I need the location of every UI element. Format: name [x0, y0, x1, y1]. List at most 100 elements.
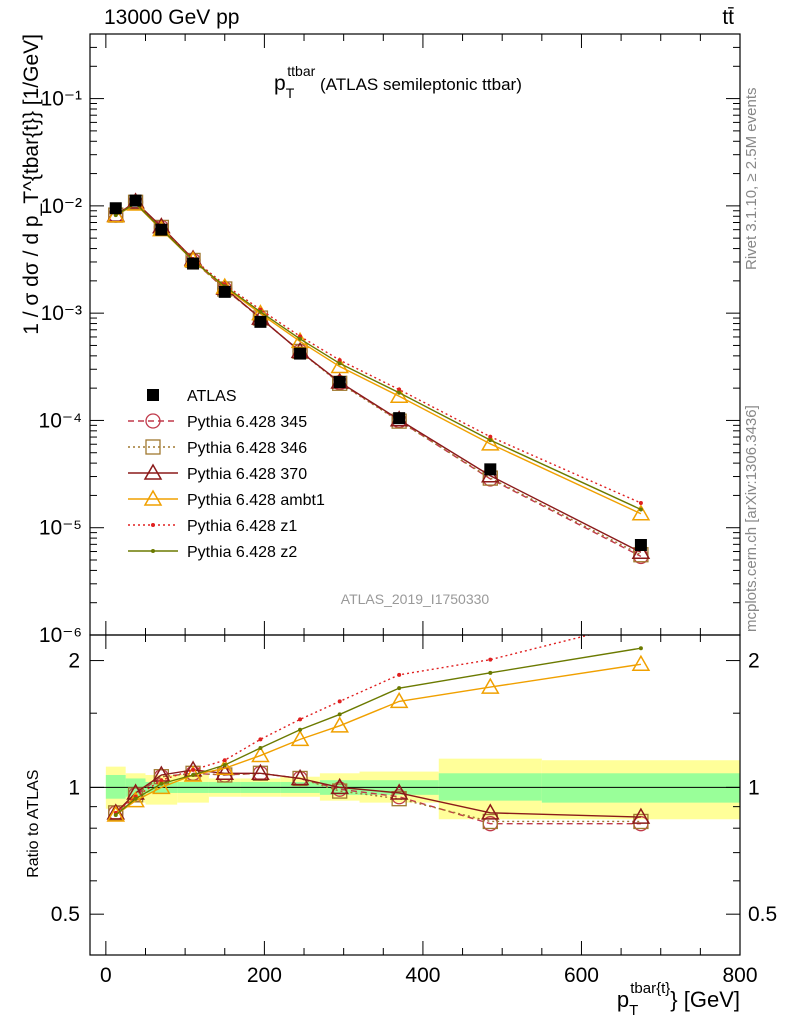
analysis-watermark: ATLAS_2019_I1750330: [341, 591, 490, 607]
upper-y-axis-label: 1 / σ dσ / d p_T^{tbar{t}} [1/GeV]: [20, 34, 43, 335]
point-atlas-1: [129, 194, 142, 207]
process-label: 13000 GeV pp: [104, 6, 240, 29]
ratio-line-pythia-6-428-z1: [115, 635, 592, 814]
point-atlas-3: [187, 257, 200, 270]
ratio-point-pythia-6-428-z2-9: [488, 670, 493, 675]
xtick-label: 0: [100, 964, 112, 987]
ratio-point-pythia-6-428-z2-7: [337, 712, 342, 717]
ratio-point-pythia-6-428-z2-3: [191, 772, 196, 777]
x-axis-label: pTtbar{t}} [GeV]: [617, 980, 740, 1019]
legend-label-pythia-6-428-z2: Pythia 6.428 z2: [187, 544, 297, 561]
ratio-point-pythia-6-428-z2-1: [133, 796, 138, 801]
ratio-point-pythia-6-428-346-9: [482, 813, 498, 830]
chart-title: pTttbar (ATLAS semileptonic ttbar): [274, 63, 522, 101]
line-pythia-6-428-z2: [115, 202, 642, 511]
point-pythia-6-428-370-10: [631, 542, 651, 560]
ratio-point-pythia-6-428-z1-2: [159, 778, 164, 783]
axis-ticks: [90, 33, 741, 956]
point-atlas-9: [484, 463, 497, 476]
point-pythia-6-428-z2-10: [638, 507, 643, 512]
axis-frames: [89, 33, 741, 956]
ratio-point-pythia-6-428-z2-6: [298, 727, 303, 732]
axis-labels: 10⁻⁶ 10⁻⁵ 10⁻⁴ 10⁻³ 10⁻² 10⁻¹ 0.5 0.5 1 1 2 2 0 200 40…: [20, 34, 777, 1019]
ratio-point-pythia-6-428-z2-0: [113, 812, 118, 817]
ratio-point-pythia-6-428-z2-10: [638, 646, 643, 651]
ratio-point-pythia-6-428-370-10: [631, 807, 651, 824]
point-pythia-6-428-ambt1-9: [481, 434, 500, 451]
legend-marker-pythia-6-428-z1: [151, 523, 155, 527]
upper-ytick-label: 10⁻¹: [41, 88, 82, 111]
ratio-point-pythia-6-428-370-4: [215, 763, 235, 781]
point-pythia-6-428-z2-8: [397, 390, 402, 395]
ratio-point-pythia-6-428-ambt1-9: [481, 677, 500, 694]
ratio-point-pythia-6-428-ambt1-10: [631, 654, 651, 672]
xtick-label: 600: [564, 964, 599, 987]
point-atlas-8: [393, 412, 406, 425]
upper-ytick-label: 10⁻⁴: [39, 409, 82, 432]
ratio-point-pythia-6-428-z1-8: [397, 672, 402, 677]
ratio-point-pythia-6-428-ambt1-6: [290, 729, 310, 747]
legend: ATLAS Pythia 6.428 345 Pythia 6.428 346 Pyt…: [128, 388, 325, 561]
legend-marker-pythia-6-428-346: [145, 439, 161, 455]
legend-label-atlas: ATLAS: [187, 388, 237, 405]
legend-label-pythia-6-428-346: Pythia 6.428 346: [187, 440, 307, 457]
ratio-point-pythia-6-428-z1-5: [258, 737, 263, 742]
point-pythia-6-428-ambt1-0: [106, 206, 126, 223]
ratio-point-pythia-6-428-370-5: [251, 763, 270, 781]
final-state-label: tt̄: [722, 6, 734, 29]
ratio-point-pythia-6-428-z2-4: [222, 763, 227, 768]
ratio-ytick-label-left: 2: [68, 650, 80, 673]
upper-ytick-label: 10⁻⁶: [39, 624, 82, 647]
ratio-point-pythia-6-428-z1-7: [337, 699, 342, 704]
ratio-point-pythia-6-428-370-7: [330, 777, 349, 795]
legend-label-pythia-6-428-370: Pythia 6.428 370: [187, 466, 307, 483]
point-atlas-4: [218, 285, 231, 298]
ratio-point-pythia-6-428-ambt1-7: [330, 716, 349, 733]
ratio-point-pythia-6-428-z2-5: [258, 746, 263, 751]
point-pythia-6-428-z1-8: [397, 387, 402, 392]
ratio-point-pythia-6-428-ambt1-5: [251, 746, 270, 763]
ratio-point-pythia-6-428-ambt1-4: [215, 758, 235, 776]
legend-marker-pythia-6-428-345: [145, 413, 161, 429]
uncertainty-bands: [90, 758, 740, 820]
ratio-ytick-label-left: 0.5: [51, 903, 80, 926]
point-pythia-6-428-z1-10: [638, 500, 643, 505]
point-pythia-6-428-z1-7: [337, 358, 342, 363]
ratio-point-pythia-6-428-ambt1-8: [389, 691, 409, 709]
ratio-line-pythia-6-428-ambt1: [115, 663, 642, 816]
ratio-ytick-label-left: 1: [68, 776, 80, 799]
point-pythia-6-428-z1-9: [488, 434, 493, 439]
upper-ytick-label: 10⁻⁵: [39, 517, 82, 540]
ratio-ytick-label-right: 1: [748, 776, 760, 799]
point-atlas-10: [634, 539, 647, 552]
ratio-ytick-label-right: 0.5: [748, 903, 777, 926]
legend-label-pythia-6-428-z1: Pythia 6.428 z1: [187, 518, 297, 535]
ratio-ytick-label-right: 2: [748, 650, 760, 673]
point-atlas-6: [294, 347, 307, 360]
ratio-point-pythia-6-428-z1-10: [639, 620, 643, 624]
ratio-point-pythia-6-428-z1-6: [298, 717, 303, 722]
point-pythia-6-428-z2-5: [258, 309, 263, 314]
upper-series-group: [106, 192, 651, 565]
ratio-point-pythia-6-428-z1-4: [222, 758, 227, 763]
legend-marker-atlas: [147, 389, 159, 401]
xtick-label: 400: [405, 964, 440, 987]
legend-marker-pythia-6-428-ambt1: [143, 489, 163, 506]
ratio-point-pythia-6-428-370-6: [290, 768, 310, 786]
point-atlas-0: [109, 202, 122, 215]
ratio-point-pythia-6-428-z1-3: [191, 767, 196, 772]
legend-marker-pythia-6-428-z2: [151, 549, 155, 553]
point-pythia-6-428-z2-9: [488, 438, 493, 443]
upper-ytick-label: 10⁻²: [41, 195, 82, 218]
band-inner-10: [541, 773, 740, 803]
legend-label-pythia-6-428-ambt1: Pythia 6.428 ambt1: [187, 492, 325, 509]
ratio-y-axis-label: Ratio to ATLAS: [25, 770, 42, 878]
ratio-point-pythia-6-428-370-8: [389, 783, 409, 800]
ratio-point-pythia-6-428-z2-2: [159, 781, 164, 786]
upper-ytick-label: 10⁻³: [41, 302, 82, 325]
xtick-label: 800: [722, 964, 757, 987]
ratio-point-pythia-6-428-ambt1-0: [106, 805, 126, 822]
point-pythia-6-428-z2-7: [337, 361, 342, 366]
point-pythia-6-428-ambt1-6: [290, 331, 310, 349]
